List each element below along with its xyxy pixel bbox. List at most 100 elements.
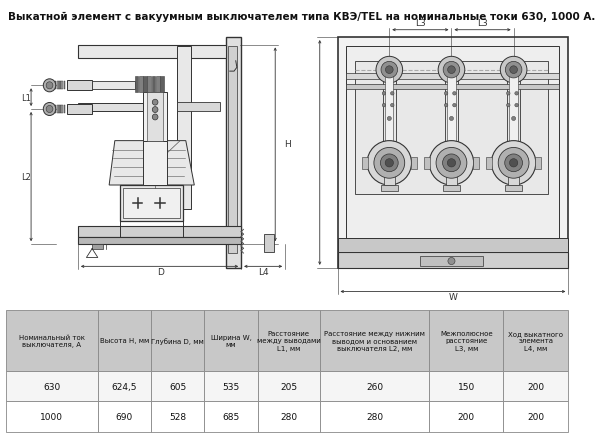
Bar <box>445 70 458 141</box>
Bar <box>385 70 393 141</box>
Circle shape <box>385 67 393 74</box>
Circle shape <box>381 155 398 172</box>
Circle shape <box>367 141 411 186</box>
Bar <box>6 401 98 432</box>
Bar <box>92 245 103 249</box>
Bar <box>448 70 455 141</box>
Circle shape <box>381 62 397 79</box>
Bar <box>62 106 63 114</box>
Bar <box>160 76 164 92</box>
Bar <box>57 106 59 114</box>
Circle shape <box>452 104 456 108</box>
Bar <box>147 76 151 92</box>
Bar <box>98 401 151 432</box>
Bar <box>121 186 183 221</box>
Circle shape <box>448 67 455 74</box>
Bar <box>59 82 61 90</box>
Bar <box>347 73 559 79</box>
Text: 200: 200 <box>527 382 544 391</box>
Text: Номинальный ток
выключателя, А: Номинальный ток выключателя, А <box>19 334 85 348</box>
Circle shape <box>515 104 518 108</box>
Bar <box>429 401 503 432</box>
Circle shape <box>152 115 158 121</box>
Bar <box>443 186 460 191</box>
Bar <box>53 82 54 90</box>
Bar <box>92 82 135 90</box>
Circle shape <box>382 104 386 108</box>
Bar <box>338 252 568 268</box>
Bar <box>347 47 559 239</box>
Text: W: W <box>449 292 457 301</box>
Text: 535: 535 <box>222 382 240 391</box>
Bar <box>509 70 518 141</box>
Text: Высота H, мм: Высота H, мм <box>100 338 149 344</box>
Text: 690: 690 <box>116 412 133 421</box>
Circle shape <box>506 62 522 79</box>
Bar <box>78 46 225 59</box>
Circle shape <box>391 104 394 108</box>
Bar <box>258 371 320 401</box>
Circle shape <box>43 103 56 116</box>
Circle shape <box>449 117 454 121</box>
Circle shape <box>152 107 158 113</box>
Text: 605: 605 <box>169 382 186 391</box>
Bar <box>503 310 568 371</box>
Bar <box>320 310 429 371</box>
Bar <box>429 371 503 401</box>
Circle shape <box>448 159 455 168</box>
Text: 528: 528 <box>169 412 186 421</box>
Text: 200: 200 <box>458 412 475 421</box>
Bar <box>66 81 92 91</box>
Bar <box>78 104 143 112</box>
Bar <box>57 82 59 90</box>
Text: Ход выкатного
элемента
L4, мм: Ход выкатного элемента L4, мм <box>509 330 564 351</box>
Bar <box>143 92 167 141</box>
Circle shape <box>452 92 456 96</box>
Circle shape <box>429 141 474 186</box>
Bar <box>143 141 167 186</box>
Text: 630: 630 <box>43 382 60 391</box>
Bar <box>78 237 241 245</box>
Text: Межполюсное
расстояние
L3, мм: Межполюсное расстояние L3, мм <box>440 330 493 351</box>
Circle shape <box>448 258 455 265</box>
Circle shape <box>46 106 53 113</box>
Circle shape <box>510 67 518 74</box>
Circle shape <box>391 92 394 96</box>
Bar <box>509 177 519 186</box>
Text: H: H <box>284 140 291 149</box>
Text: Выкатной элемент с вакуумным выключателем типа КВЭ/TEL на номинальные токи 630, : Выкатной элемент с вакуумным выключателе… <box>8 12 596 22</box>
Bar <box>381 186 397 191</box>
Bar <box>383 70 396 141</box>
Circle shape <box>509 159 518 168</box>
Bar <box>411 158 417 169</box>
Circle shape <box>492 141 536 186</box>
Bar <box>204 401 257 432</box>
Circle shape <box>443 155 460 172</box>
Text: 280: 280 <box>280 412 297 421</box>
Bar <box>53 106 54 114</box>
Text: D: D <box>157 267 164 276</box>
Text: 624,5: 624,5 <box>112 382 137 391</box>
Bar <box>384 177 394 186</box>
Bar <box>258 310 320 371</box>
Bar <box>135 76 138 92</box>
Bar <box>338 38 568 268</box>
Bar <box>62 82 63 90</box>
Bar <box>54 106 56 114</box>
Circle shape <box>445 104 448 108</box>
Bar <box>362 158 368 169</box>
Circle shape <box>515 92 518 96</box>
Text: 150: 150 <box>458 382 475 391</box>
Bar <box>59 106 61 114</box>
Circle shape <box>387 117 391 121</box>
Circle shape <box>505 155 522 172</box>
Bar <box>338 239 568 252</box>
Bar <box>54 82 56 90</box>
Bar <box>156 76 159 92</box>
Bar <box>178 47 191 209</box>
Text: L4: L4 <box>259 267 269 276</box>
Circle shape <box>376 57 403 84</box>
Circle shape <box>443 62 460 79</box>
Bar <box>152 76 155 92</box>
Circle shape <box>152 100 158 106</box>
